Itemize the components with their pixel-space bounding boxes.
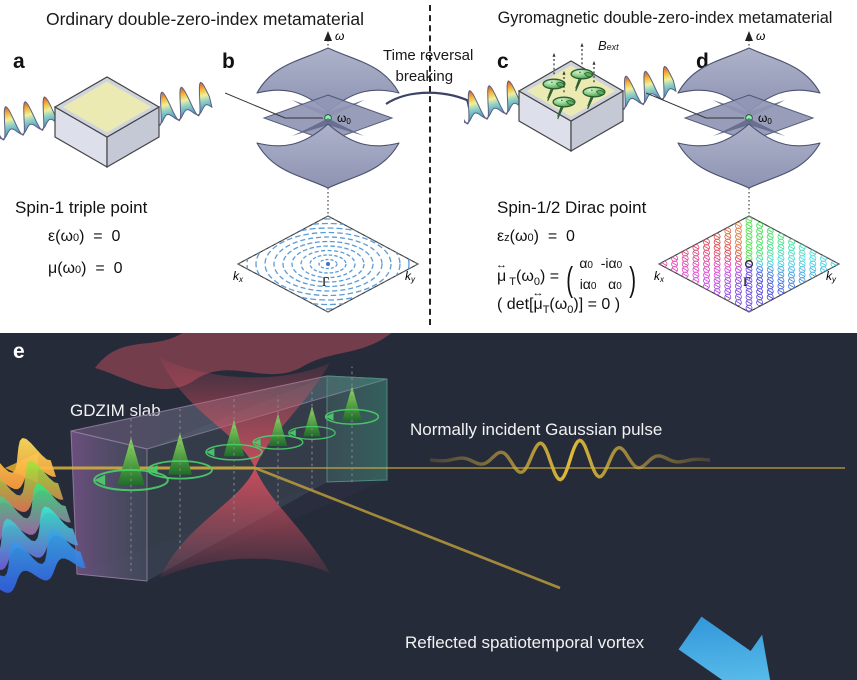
svg-text:ky: ky	[826, 269, 837, 284]
svg-text:ω: ω	[335, 29, 344, 43]
svg-text:kx: kx	[654, 269, 665, 284]
svg-text:Γ: Γ	[743, 274, 751, 289]
svg-text:kx: kx	[233, 269, 244, 284]
svg-text:ω: ω	[756, 29, 765, 43]
svg-text:ky: ky	[405, 269, 416, 284]
svg-text:Γ: Γ	[322, 274, 330, 289]
